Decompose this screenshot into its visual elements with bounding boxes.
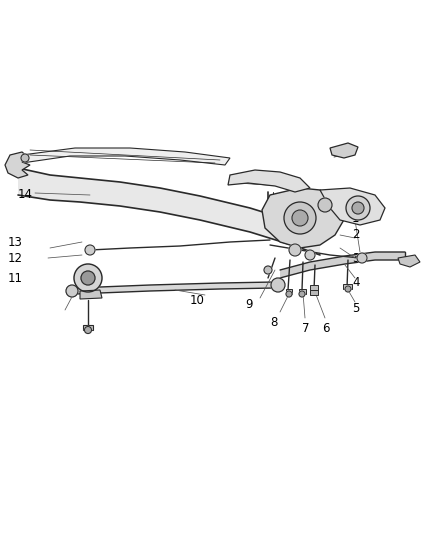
Polygon shape: [75, 282, 275, 294]
Polygon shape: [343, 284, 352, 289]
Circle shape: [352, 202, 364, 214]
Text: 3: 3: [352, 252, 359, 264]
Polygon shape: [262, 188, 345, 248]
Polygon shape: [5, 152, 30, 178]
Circle shape: [85, 245, 95, 255]
Text: 13: 13: [8, 236, 23, 248]
Circle shape: [357, 253, 367, 263]
Polygon shape: [80, 290, 102, 299]
Text: 9: 9: [245, 298, 252, 311]
Text: 2: 2: [352, 229, 360, 241]
Polygon shape: [83, 325, 93, 330]
Polygon shape: [330, 143, 358, 158]
Text: 14: 14: [18, 189, 33, 201]
Text: 6: 6: [322, 321, 329, 335]
Circle shape: [81, 271, 95, 285]
Polygon shape: [310, 290, 318, 295]
Circle shape: [264, 266, 272, 274]
Polygon shape: [280, 252, 405, 278]
Circle shape: [284, 202, 316, 234]
Text: 8: 8: [270, 316, 277, 328]
Circle shape: [66, 285, 78, 297]
Circle shape: [271, 278, 285, 292]
Text: 10: 10: [190, 294, 205, 306]
Text: 1: 1: [352, 212, 360, 224]
Circle shape: [345, 286, 351, 292]
Polygon shape: [286, 289, 292, 294]
Polygon shape: [228, 170, 310, 192]
Circle shape: [305, 250, 315, 260]
Polygon shape: [310, 285, 318, 290]
Polygon shape: [398, 255, 420, 267]
Text: 7: 7: [302, 321, 310, 335]
Polygon shape: [22, 148, 230, 165]
Circle shape: [289, 244, 301, 256]
Circle shape: [286, 291, 292, 297]
Circle shape: [299, 291, 305, 297]
Circle shape: [292, 210, 308, 226]
Text: 12: 12: [8, 252, 23, 264]
Text: 11: 11: [8, 271, 23, 285]
Text: 5: 5: [352, 302, 359, 314]
Circle shape: [85, 327, 92, 334]
Polygon shape: [320, 188, 385, 225]
Circle shape: [318, 198, 332, 212]
Polygon shape: [299, 289, 306, 294]
Text: 4: 4: [352, 276, 360, 288]
Circle shape: [346, 196, 370, 220]
Circle shape: [21, 154, 29, 162]
Circle shape: [74, 264, 102, 292]
Polygon shape: [18, 168, 320, 255]
